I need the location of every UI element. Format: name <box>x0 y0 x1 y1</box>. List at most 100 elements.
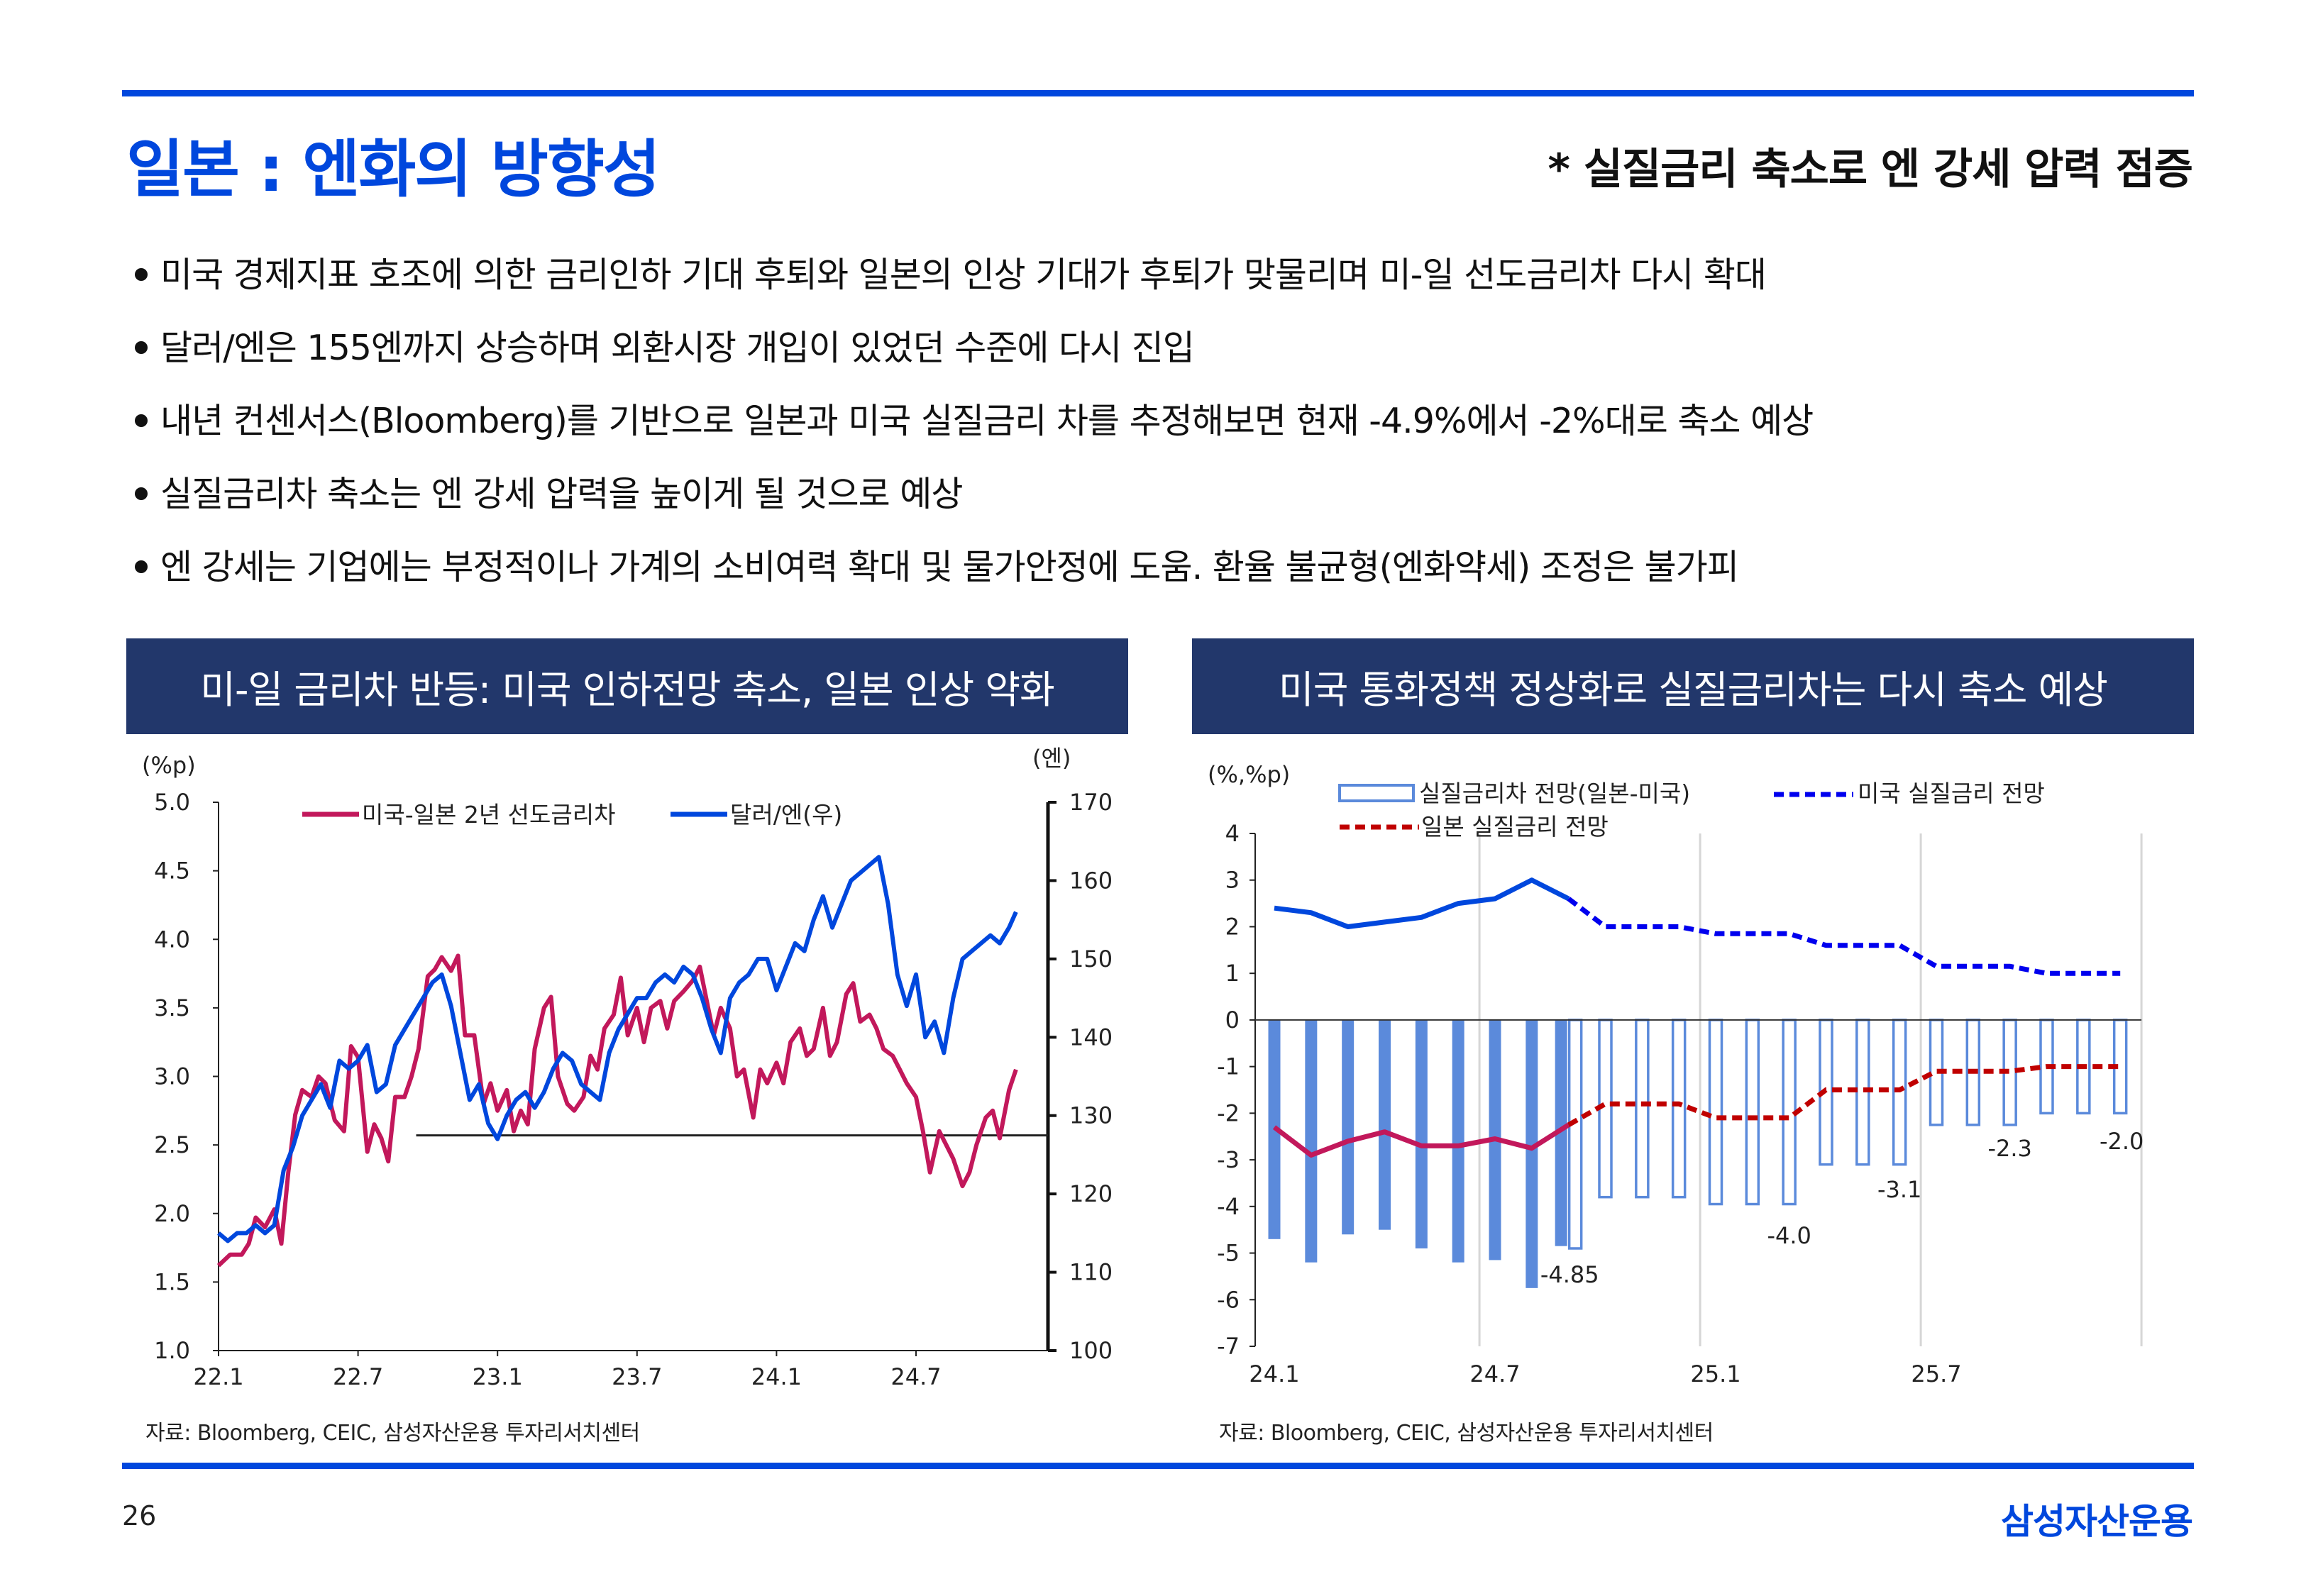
bullet-icon <box>135 487 148 500</box>
legend-swatch-spread-forecast <box>1338 784 1415 802</box>
legend-label-usdjpy: 달러/엔(우) <box>730 801 842 829</box>
data-label: -2.3 <box>1987 1135 2031 1162</box>
y-tick-label-right: 170 <box>1069 789 1113 816</box>
bar-actual <box>1526 1019 1538 1288</box>
left-axis-unit: (%p) <box>142 752 196 779</box>
series-spread-line <box>216 953 1018 1268</box>
y-tick-label: 1 <box>1225 960 1240 987</box>
y-tick-label: 2 <box>1225 913 1240 940</box>
legend: 실질금리차 전망(일본-미국) 미국 실질금리 전망 일본 실질금리 전망 <box>1338 780 2045 841</box>
y-tick-label-left: 3.0 <box>154 1063 190 1090</box>
bullet-icon <box>135 560 148 573</box>
y-tick-label-left: 2.0 <box>154 1200 190 1227</box>
y-tick-label: 3 <box>1225 867 1240 894</box>
y-tick-label-left: 2.5 <box>154 1131 190 1158</box>
page-subtitle: * 실질금리 축소로 엔 강세 압력 점증 <box>1548 145 2193 194</box>
bullet-text: 엔 강세는 기업에는 부정적이나 가계의 소비여력 확대 및 물가안정에 도움.… <box>160 547 1739 587</box>
x-tick-label: 25.7 <box>1911 1361 1961 1387</box>
jp-real-rate-line <box>1272 1122 1570 1158</box>
bar-actual <box>1342 1019 1355 1235</box>
right-chart-source: 자료: Bloomberg, CEIC, 삼성자산운용 투자리서치센터 <box>1219 1421 1714 1446</box>
bar-forecast <box>1635 1019 1650 1199</box>
legend: 미국-일본 2년 선도금리차 달러/엔(우) <box>302 801 842 829</box>
bar-forecast <box>1567 1019 1583 1250</box>
series-usdjpy-line <box>217 855 1018 1243</box>
bullet-icon <box>135 340 148 354</box>
bullet-text: 미국 경제지표 호조에 의한 금리인하 기대 후퇴와 일본의 인상 기대가 후퇴… <box>160 255 1767 295</box>
us-real-rate-forecast-line <box>1567 897 2121 976</box>
data-label: -4.0 <box>1767 1222 1811 1249</box>
y-tick-label-right: 120 <box>1069 1180 1113 1207</box>
x-tick-label: 24.7 <box>1469 1361 1520 1387</box>
y-tick-label: -7 <box>1217 1333 1240 1360</box>
bullet-icon <box>135 414 148 427</box>
y-tick-label-left: 5.0 <box>154 789 190 816</box>
bullet-item: 실질금리차 축소는 엔 강세 압력을 높이게 될 것으로 예상 <box>135 466 2192 539</box>
y-tick-label-right: 130 <box>1069 1102 1113 1129</box>
legend-label-us-forecast: 미국 실질금리 전망 <box>1858 780 2045 807</box>
legend-label-spread-forecast: 실질금리차 전망(일본-미국) <box>1419 780 1690 807</box>
bullet-item: 달러/엔은 155엔까지 상승하며 외환시장 개입이 있었던 수준에 다시 진입 <box>135 320 2192 393</box>
x-tick-label: 24.7 <box>890 1363 941 1390</box>
left-chart-source: 자료: Bloomberg, CEIC, 삼성자산운용 투자리서치센터 <box>145 1421 640 1446</box>
y-tick-label-left: 1.5 <box>154 1268 190 1295</box>
page-number: 26 <box>122 1500 157 1531</box>
jp-real-rate-forecast-line <box>1567 1064 2121 1127</box>
right-chart-axis-unit: (%,%p) <box>1208 761 1290 788</box>
bullet-text: 내년 컨센서스(Bloomberg)를 기반으로 일본과 미국 실질금리 차를 … <box>160 401 1814 441</box>
bar-actual <box>1379 1019 1391 1230</box>
bullet-item: 내년 컨센서스(Bloomberg)를 기반으로 일본과 미국 실질금리 차를 … <box>135 393 2192 466</box>
x-tick-label: 22.1 <box>193 1363 243 1390</box>
y-tick-label-left: 4.5 <box>154 858 190 885</box>
bullet-item: 엔 강세는 기업에는 부정적이나 가계의 소비여력 확대 및 물가안정에 도움.… <box>135 539 2192 612</box>
bullet-list: 미국 경제지표 호조에 의한 금리인하 기대 후퇴와 일본의 인상 기대가 후퇴… <box>135 247 2192 612</box>
y-tick-label-left: 3.5 <box>154 994 190 1021</box>
bar-actual <box>1555 1019 1567 1246</box>
y-tick-label: -5 <box>1217 1240 1240 1267</box>
us-real-rate-line <box>1274 877 1570 929</box>
y-tick-label-left: 4.0 <box>154 926 190 953</box>
data-label: -4.85 <box>1540 1261 1599 1288</box>
bar-forecast <box>1745 1019 1760 1206</box>
y-tick-label: -3 <box>1217 1146 1240 1173</box>
bullet-text: 달러/엔은 155엔까지 상승하며 외환시장 개입이 있었던 수준에 다시 진입 <box>160 328 1195 368</box>
bullet-text: 실질금리차 축소는 엔 강세 압력을 높이게 될 것으로 예상 <box>160 474 963 514</box>
y-tick-label: -1 <box>1217 1053 1240 1080</box>
right-axis-unit: (엔) <box>1032 745 1071 772</box>
y-tick-label: -4 <box>1217 1193 1240 1220</box>
y-tick-label-right: 150 <box>1069 946 1113 972</box>
y-tick-label-right: 100 <box>1069 1337 1113 1364</box>
bar-actual <box>1305 1019 1318 1263</box>
x-tick-label: 24.1 <box>1249 1361 1299 1387</box>
bottom-divider <box>122 1463 2194 1469</box>
y-tick-label: -6 <box>1217 1286 1240 1313</box>
y-tick-label: -2 <box>1217 1099 1240 1126</box>
right-chart: (%,%p) 4 3 2 1 0 -1 -2 -3 -4 -5 -6 -7 24.1 24.7 25.1 2… <box>1208 761 2144 1387</box>
left-chart-title: 미-일 금리차 반등: 미국 인하전망 축소, 일본 인상 약화 <box>126 638 1128 734</box>
y-tick-label-right: 140 <box>1069 1024 1113 1051</box>
bar-actual <box>1452 1019 1464 1263</box>
company-logo: 삼성자산운용 <box>2001 1501 2193 1542</box>
page-title: 일본 : 엔화의 방향성 <box>126 133 661 206</box>
y-tick-label-right: 160 <box>1069 867 1113 894</box>
top-divider <box>122 90 2194 96</box>
bar-forecast <box>1708 1019 1723 1206</box>
y-tick-label-right: 110 <box>1069 1259 1113 1286</box>
legend-label-spread: 미국-일본 2년 선도금리차 <box>362 801 615 829</box>
x-tick-label: 22.7 <box>333 1363 383 1390</box>
y-tick-label: 0 <box>1225 1007 1240 1033</box>
x-tick-label: 24.1 <box>751 1363 802 1390</box>
x-tick-label: 25.1 <box>1690 1361 1740 1387</box>
bullet-icon <box>135 267 148 281</box>
bar-actual <box>1415 1019 1428 1248</box>
x-tick-label: 23.7 <box>612 1363 662 1390</box>
data-label: -2.0 <box>2100 1128 2144 1155</box>
y-tick-label-left: 1.0 <box>154 1337 190 1364</box>
bar-forecast <box>1671 1019 1687 1199</box>
left-chart: (%p) (엔) 5.0 4.5 4.0 3.5 3.0 2.5 2.0 1.5 1.0 170… <box>142 745 1113 1390</box>
data-label: -3.1 <box>1877 1176 1921 1203</box>
bullet-item: 미국 경제지표 호조에 의한 금리인하 기대 후퇴와 일본의 인상 기대가 후퇴… <box>135 247 2192 320</box>
y-tick-label: 4 <box>1225 820 1240 847</box>
right-chart-title: 미국 통화정책 정상화로 실질금리차는 다시 축소 예상 <box>1192 638 2194 734</box>
